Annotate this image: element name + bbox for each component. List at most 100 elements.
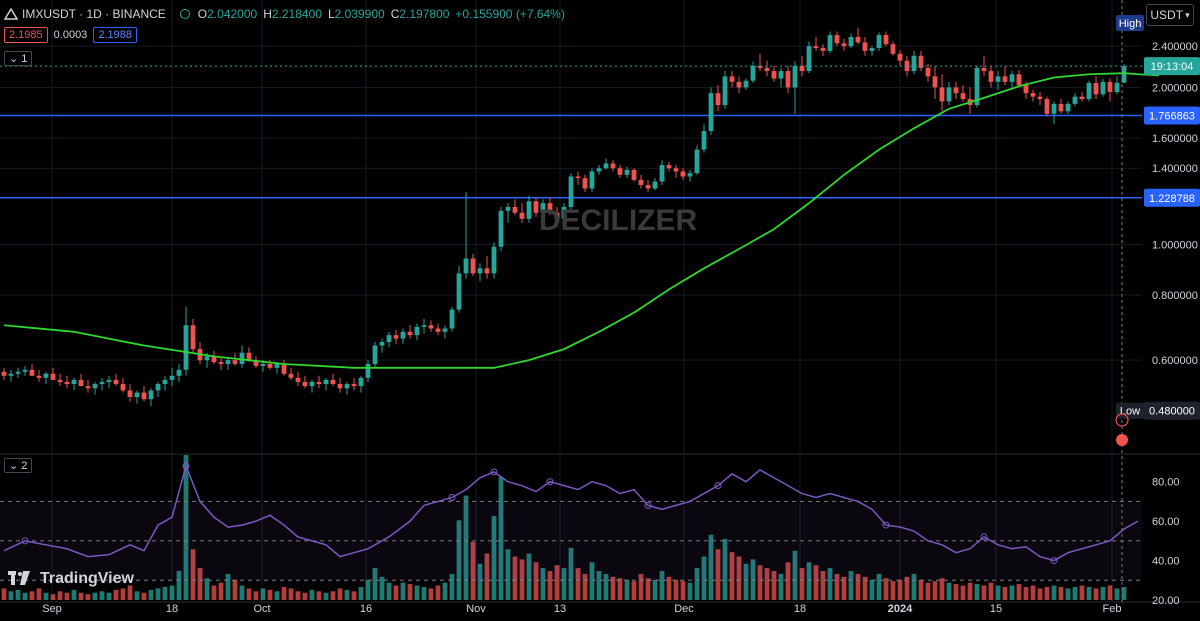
volume-bar: [15, 589, 21, 600]
high-marker: High: [1119, 18, 1142, 30]
pane1-collapse-button[interactable]: ⌄ 1: [4, 51, 33, 66]
volume-bar: [925, 582, 931, 600]
volume-bar: [505, 549, 511, 600]
volume-bar: [155, 588, 161, 600]
candle-body: [225, 360, 231, 364]
volume-bar: [43, 592, 49, 600]
volume-bar: [99, 591, 105, 600]
price-label-low: 0.480000: [1149, 406, 1195, 418]
candle-body: [379, 342, 385, 346]
volume-bar: [708, 534, 714, 600]
candle-body: [491, 246, 497, 274]
pane2-index: 2: [21, 460, 28, 472]
candle-body: [918, 55, 924, 68]
bid-button[interactable]: 2.1985: [4, 27, 48, 43]
rsi-tick-label: 20.00: [1152, 595, 1180, 607]
candle-body: [806, 46, 812, 72]
volume-bar: [435, 585, 441, 600]
candle-body: [372, 345, 378, 364]
volume-bar: [1030, 585, 1036, 600]
candle-body: [442, 328, 448, 332]
volume-bar: [428, 588, 434, 600]
rsi-tick-label: 60.00: [1152, 516, 1180, 528]
candle-body: [526, 201, 532, 219]
candle-body: [428, 325, 434, 329]
volume-bar: [78, 592, 84, 600]
candle-body: [862, 42, 868, 51]
volume-bar: [106, 592, 112, 600]
volume-bar: [883, 578, 889, 600]
volume-bar: [232, 579, 238, 600]
volume-bar: [379, 576, 385, 600]
volume-bar: [456, 520, 462, 600]
candle-body: [813, 46, 819, 49]
volume-bar: [568, 547, 574, 600]
candle-body: [64, 381, 70, 385]
pane2-collapse-button[interactable]: ⌄ 2: [4, 458, 33, 473]
candle-body: [799, 65, 805, 72]
candle-body: [1121, 66, 1127, 83]
volume-bar: [603, 573, 609, 600]
volume-bar: [449, 573, 455, 600]
time-tick-label: Oct: [253, 603, 270, 615]
time-tick-label: 18: [794, 603, 806, 615]
candle-body: [169, 375, 175, 380]
price-tick-label: 1.000000: [1152, 239, 1198, 251]
volume-bar: [519, 559, 525, 600]
volume-bar: [974, 584, 980, 600]
candle-body: [533, 201, 539, 213]
volume-bar: [848, 571, 854, 600]
ask-button[interactable]: 2.1988: [93, 27, 137, 43]
price-label-box: [1144, 188, 1200, 207]
volume-bar: [344, 589, 350, 600]
volume-bar: [750, 559, 756, 600]
candle-body: [1072, 96, 1078, 104]
price-tick-label: 0.600000: [1152, 355, 1198, 367]
candle-body: [631, 169, 637, 180]
candle-body: [540, 203, 546, 213]
volume-bar: [897, 579, 903, 600]
candle-body: [477, 268, 483, 274]
volume-bar: [260, 588, 266, 600]
brand-name: TradingView: [40, 570, 134, 587]
volume-bar: [498, 476, 504, 600]
volume-bar: [841, 576, 847, 600]
tradingview-logo[interactable]: TradingView: [8, 570, 134, 588]
market-status-icon: [179, 9, 190, 19]
time-tick-label: 18: [166, 603, 178, 615]
volume-bar: [1037, 588, 1043, 600]
volume-bar: [211, 585, 217, 600]
currency-selector[interactable]: USDT ▾: [1146, 4, 1194, 26]
price-tick-label: 0.800000: [1152, 290, 1198, 302]
volume-bar: [183, 455, 189, 600]
candle-body: [1, 371, 7, 376]
volume-bar: [295, 591, 301, 600]
candle-body: [554, 212, 560, 219]
volume-bar: [533, 562, 539, 600]
candle-body: [834, 35, 840, 44]
volume-bar: [491, 515, 497, 600]
symbol-title[interactable]: IMXUSDT · 1D · BINANCE: [22, 7, 166, 21]
volume-bar: [813, 565, 819, 600]
candle-body: [99, 381, 105, 385]
flag-icon: [1116, 434, 1128, 446]
volume-bar: [1093, 588, 1099, 600]
candle-body: [617, 168, 623, 175]
candle-body: [15, 371, 21, 374]
rsi-pane: [0, 462, 1142, 581]
bid-ask-row: 2.1985 0.0003 2.1988: [4, 27, 137, 43]
candle-body: [281, 363, 287, 374]
rsi-divergence-point: [448, 493, 456, 501]
volume-bar: [372, 568, 378, 600]
symbol-header: IMXUSDT · 1D · BINANCE O 2.042000 H 2.2184…: [3, 4, 571, 24]
volume-bar: [148, 589, 154, 600]
candle-body: [953, 87, 959, 94]
candle-body: [743, 80, 749, 88]
volume-bar: [225, 573, 231, 600]
volume-bar: [988, 582, 994, 600]
candle-body: [771, 71, 777, 79]
volume-bar: [939, 578, 945, 600]
rsi-tick-label: 80.00: [1152, 477, 1180, 489]
candle-body: [827, 35, 833, 51]
